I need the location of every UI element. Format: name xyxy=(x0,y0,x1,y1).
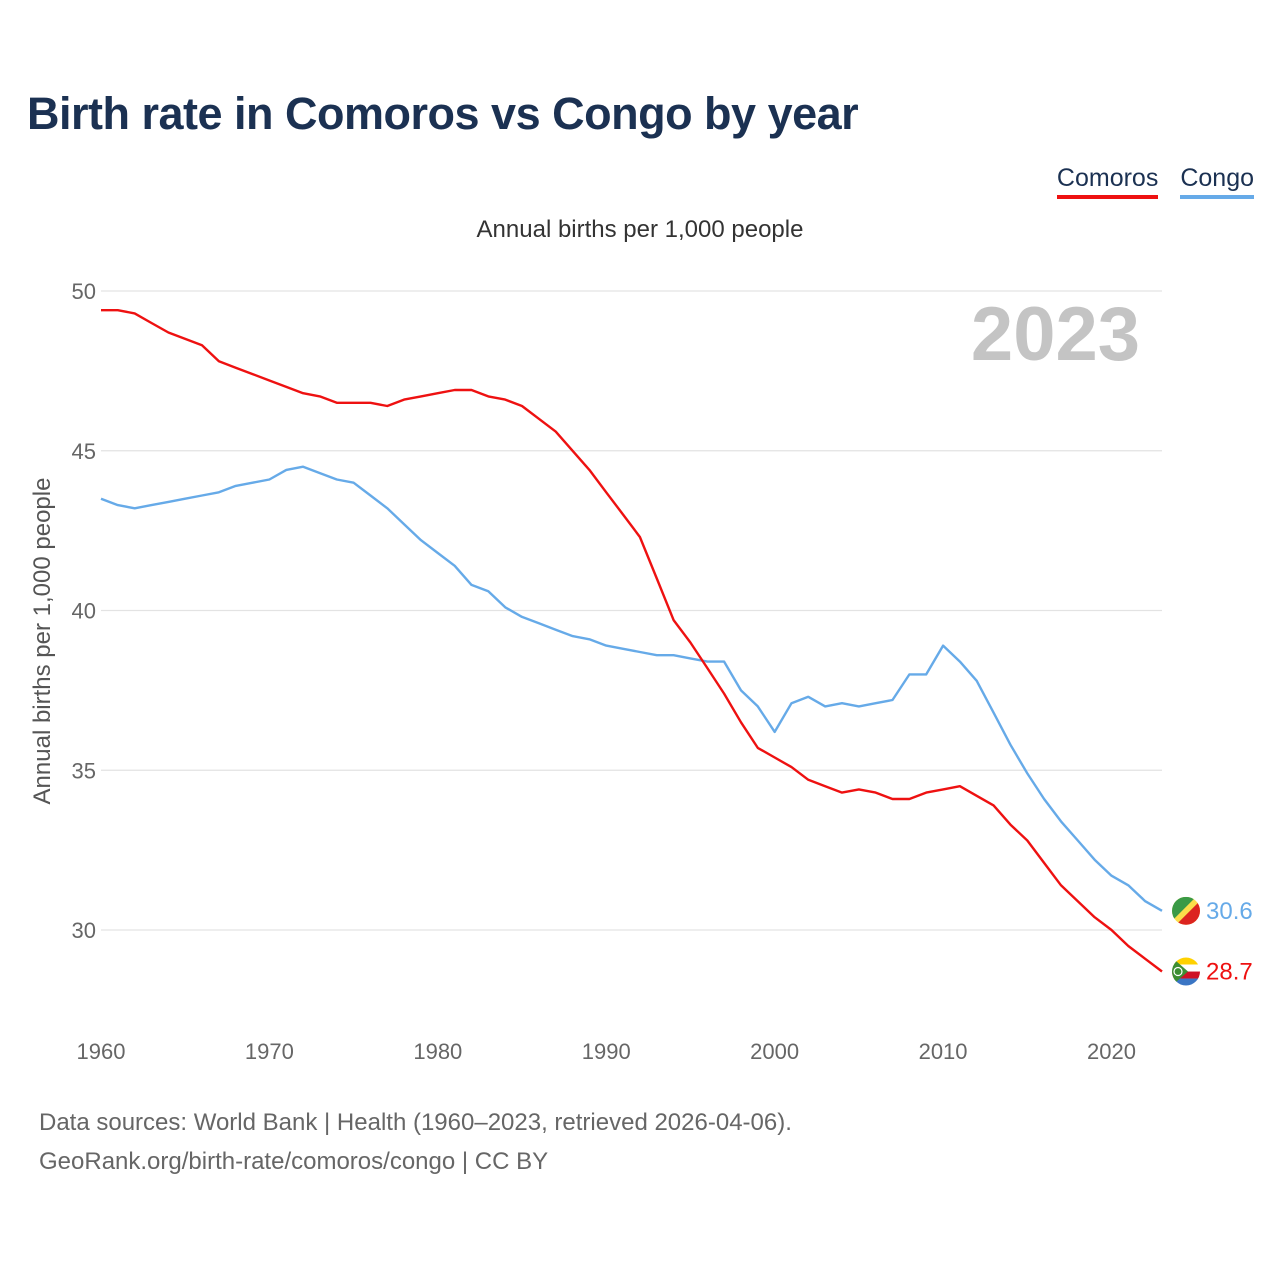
y-axis-label: Annual births per 1,000 people xyxy=(29,478,56,805)
y-tick-label: 30 xyxy=(72,918,96,943)
legend-item-comoros[interactable]: Comoros xyxy=(1056,164,1159,199)
y-tick-label: 35 xyxy=(72,758,96,783)
footer-link[interactable]: GeoRank.org/birth-rate/comoros/congo | C… xyxy=(39,1148,549,1175)
chart-subtitle: Annual births per 1,000 people xyxy=(476,216,804,243)
legend: Comoros Congo xyxy=(1056,164,1254,199)
comoros-end-value: 28.7 xyxy=(1206,959,1253,986)
legend-item-congo[interactable]: Congo xyxy=(1180,164,1254,199)
series-line-congo xyxy=(100,465,1163,912)
congo-flag-icon xyxy=(1172,896,1200,925)
x-tick-label: 1970 xyxy=(245,1039,294,1064)
footer-sources: Data sources: World Bank | Health (1960–… xyxy=(39,1109,792,1136)
series-line-comoros xyxy=(101,309,1163,973)
footer: Data sources: World Bank | Health (1960–… xyxy=(39,1103,792,1181)
x-axis-ticks: 1960 1970 1980 1990 2000 2010 2020 xyxy=(77,1039,1136,1064)
y-tick-label: 50 xyxy=(72,279,96,304)
series-lines xyxy=(100,309,1163,973)
congo-end-value: 30.6 xyxy=(1206,898,1253,925)
gridlines xyxy=(101,290,1162,931)
y-tick-label: 45 xyxy=(72,439,96,464)
x-tick-label: 2000 xyxy=(750,1039,799,1064)
x-tick-label: 1960 xyxy=(77,1039,126,1064)
x-tick-label: 2010 xyxy=(919,1039,968,1064)
x-tick-label: 1980 xyxy=(413,1039,462,1064)
y-tick-label: 40 xyxy=(72,599,96,624)
year-watermark: 2023 xyxy=(971,292,1140,377)
y-axis-ticks: 30 35 40 45 50 xyxy=(72,279,96,943)
page-title: Birth rate in Comoros vs Congo by year xyxy=(27,88,859,139)
comoros-flag-icon xyxy=(1172,957,1200,986)
x-tick-label: 2020 xyxy=(1087,1039,1136,1064)
x-tick-label: 1990 xyxy=(582,1039,631,1064)
